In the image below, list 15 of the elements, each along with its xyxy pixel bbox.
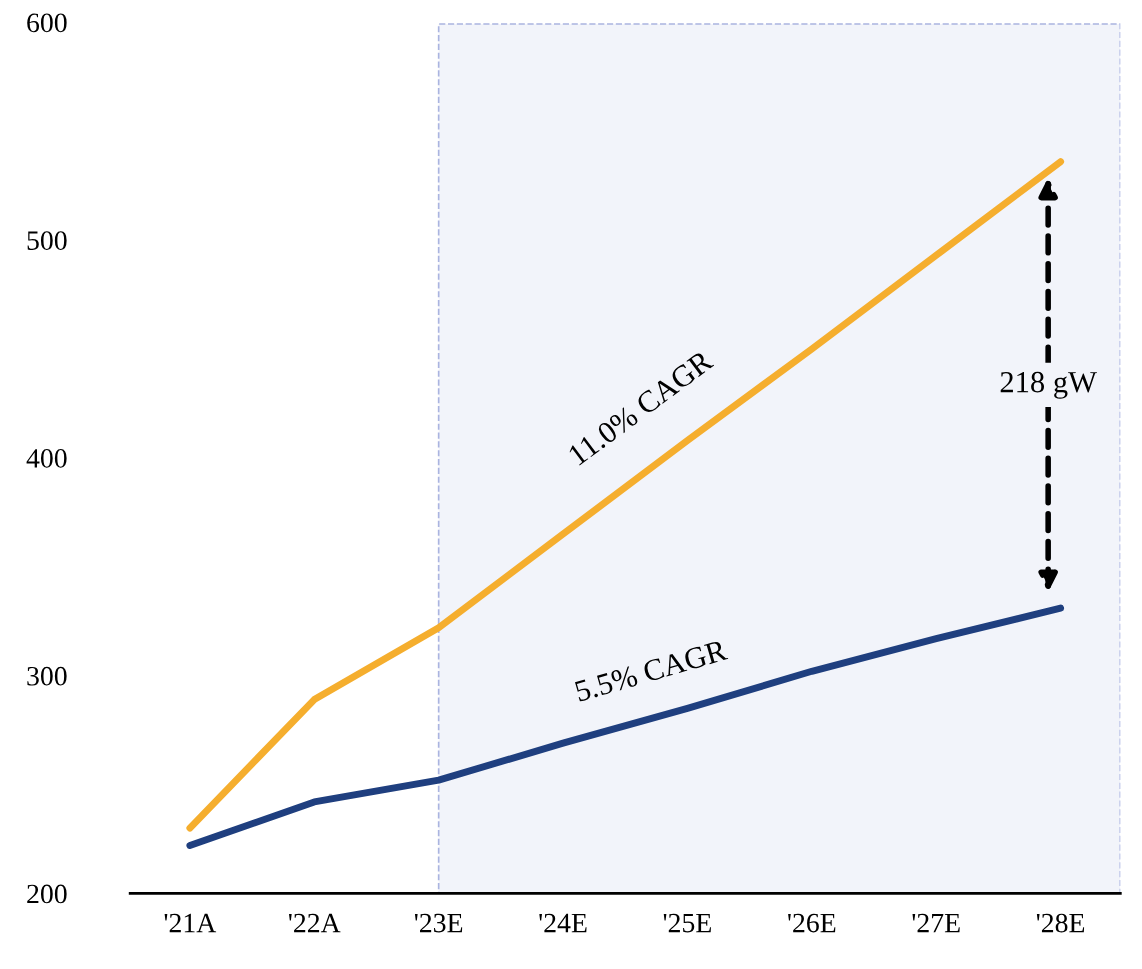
x-tick-label: '21A bbox=[164, 913, 217, 933]
x-tick-label: '25E bbox=[663, 913, 711, 933]
x-tick-label: '26E bbox=[788, 913, 836, 933]
y-tick-label: 500 bbox=[27, 231, 67, 250]
x-tick-label: '22A bbox=[289, 913, 341, 933]
x-tick-label: '27E bbox=[912, 913, 960, 933]
x-tick-label: '28E bbox=[1036, 913, 1085, 933]
annotation: 218 gW bbox=[1000, 371, 1097, 399]
y-tick-label: 200 bbox=[27, 884, 67, 904]
x-tick-label: '23E bbox=[414, 913, 463, 933]
y-tick-label: 600 bbox=[27, 13, 67, 33]
annotation: 5.5% CAGR bbox=[574, 639, 729, 703]
x-tick-label: '24E bbox=[539, 913, 587, 933]
y-tick-label: 400 bbox=[26, 449, 67, 468]
y-tick-label: 300 bbox=[27, 666, 67, 686]
